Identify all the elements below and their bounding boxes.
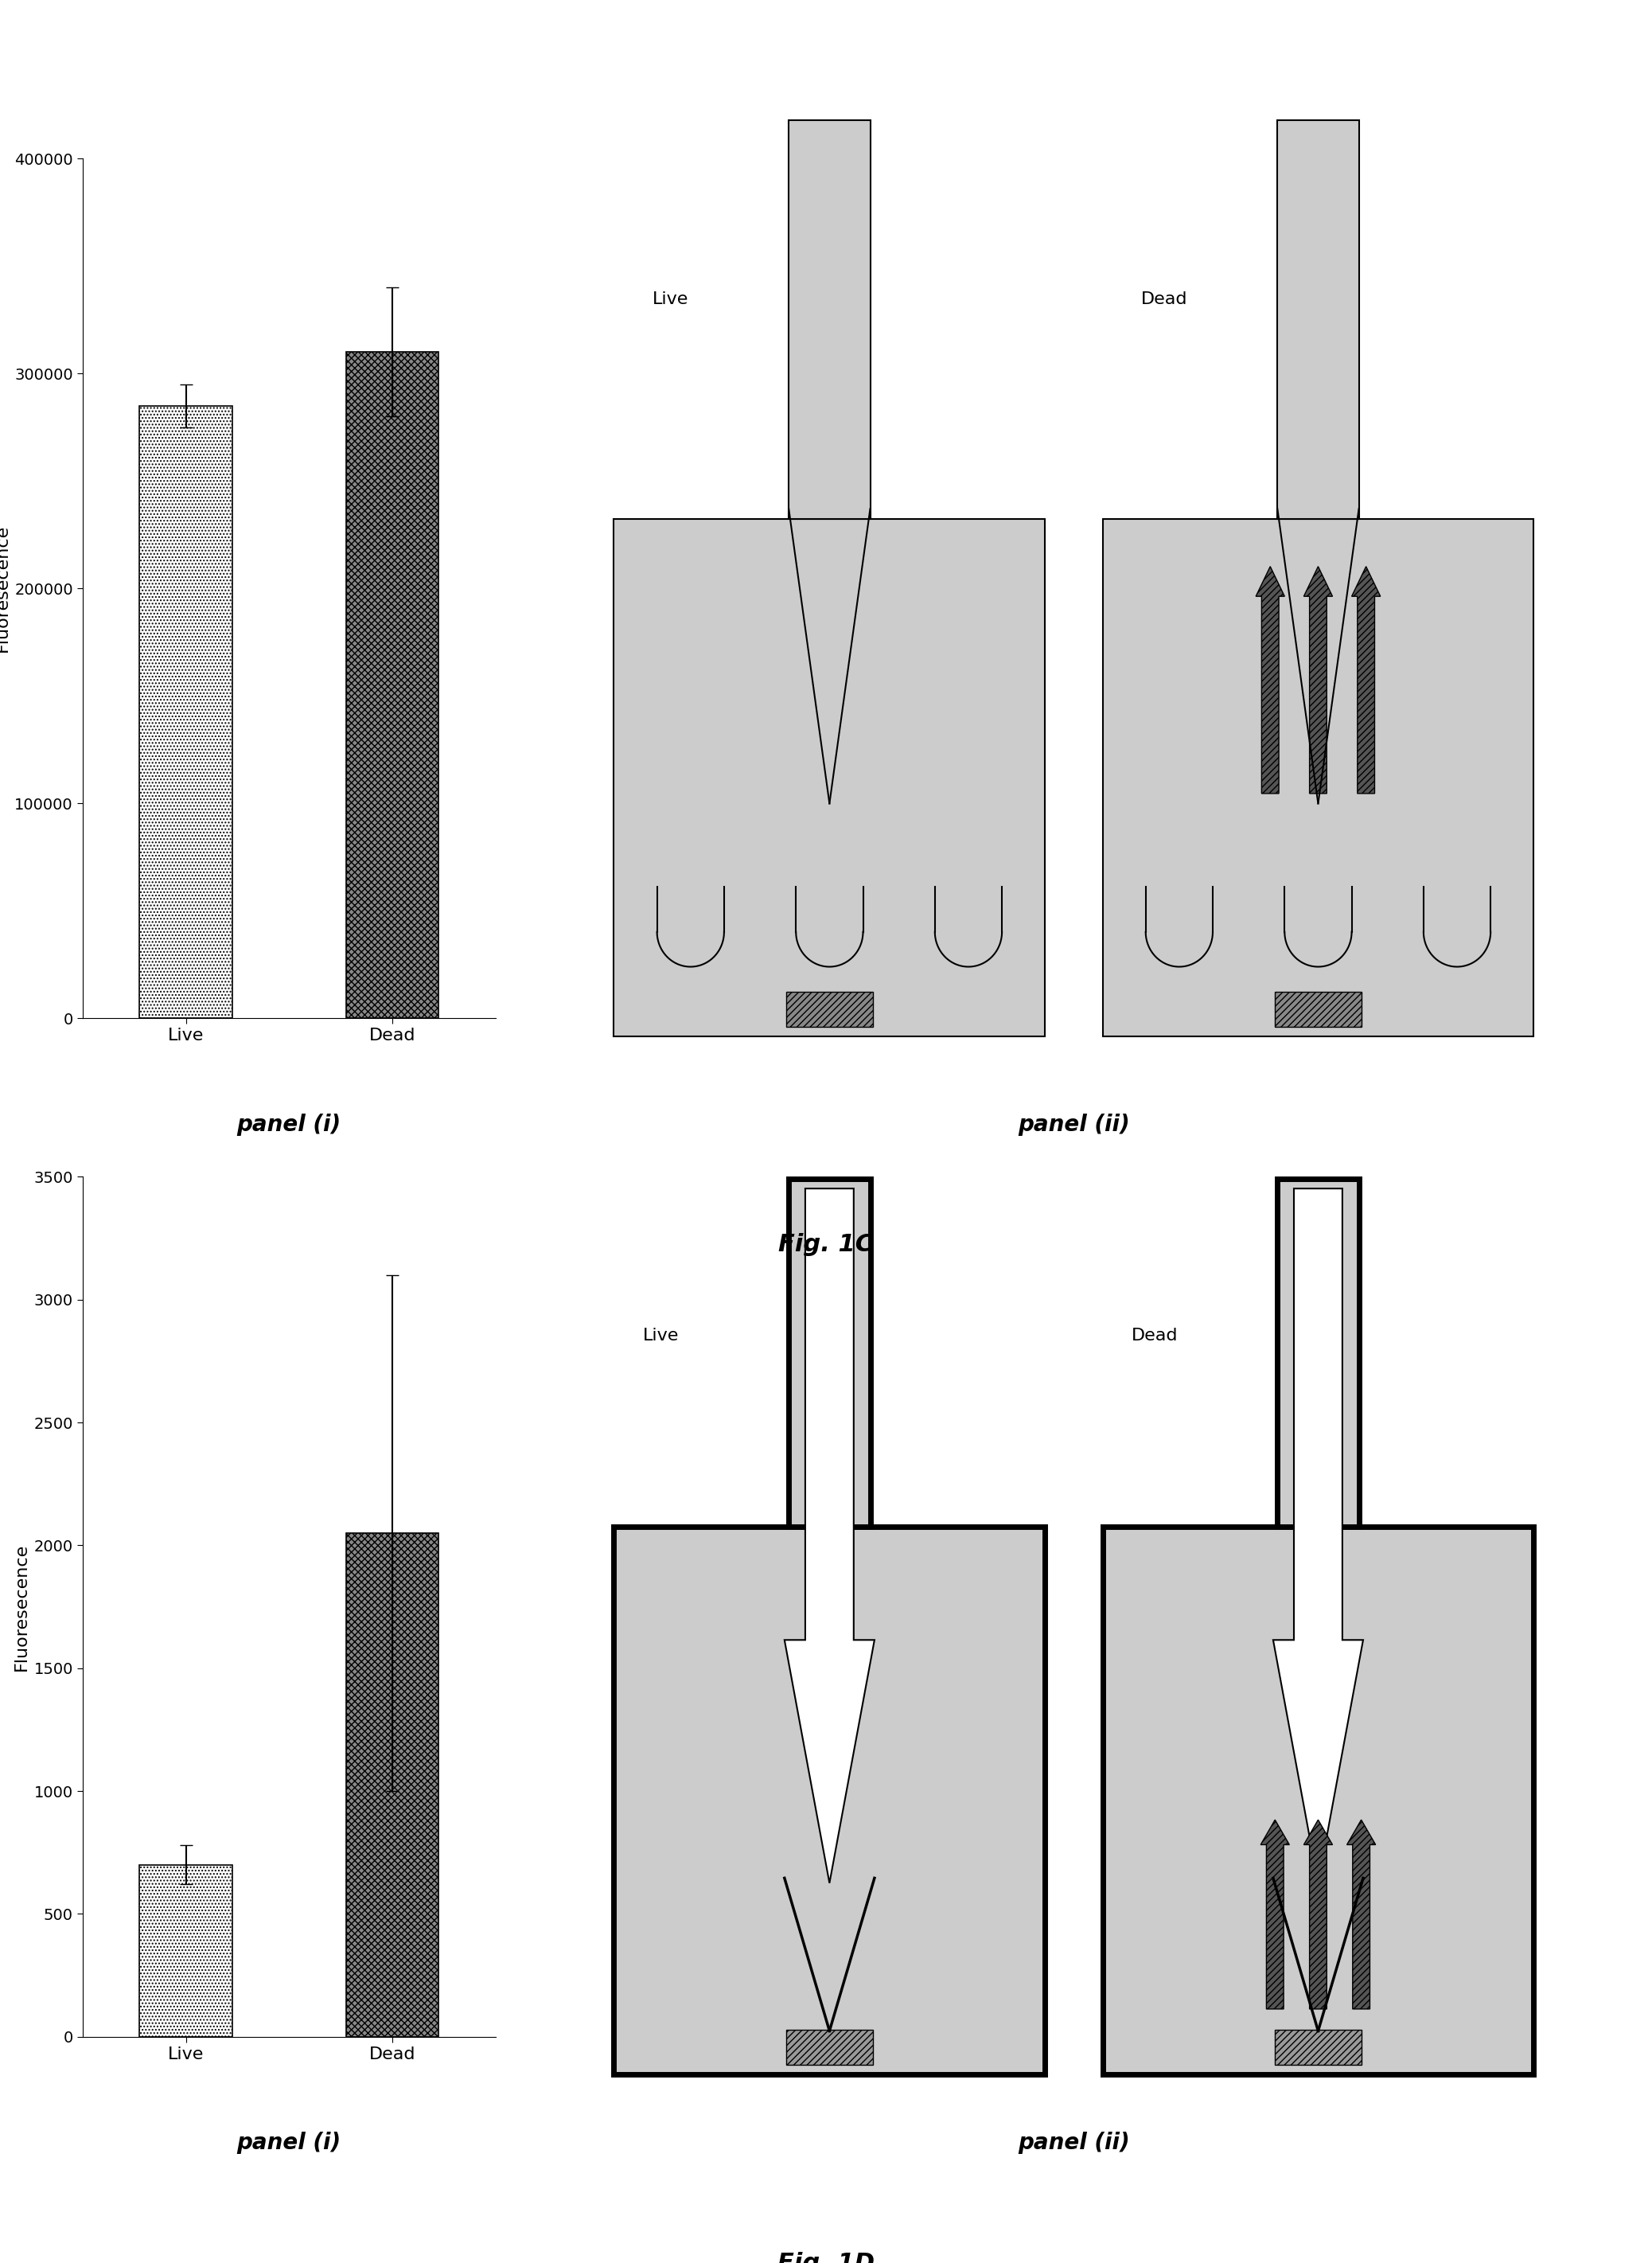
Bar (615, 1528, 1046, 2075)
Bar (139, 1865, 233, 2037)
Y-axis label: Fluoresecence: Fluoresecence (13, 1543, 30, 1670)
Text: Fig. 1C: Fig. 1C (778, 1233, 874, 1256)
Text: panel (i): panel (i) (236, 1113, 342, 1136)
Bar (1102, 1528, 1533, 2075)
FancyArrow shape (1256, 566, 1285, 794)
FancyArrow shape (785, 1188, 874, 1883)
Bar (1277, 1179, 1360, 1528)
Text: Dead: Dead (1142, 292, 1188, 308)
Bar (1275, 2030, 1361, 2064)
Bar (1102, 518, 1533, 1036)
Bar (786, 2030, 872, 2064)
Text: Dead: Dead (1132, 1328, 1178, 1344)
Bar (615, 518, 1046, 1036)
Bar (788, 120, 871, 518)
FancyArrow shape (1351, 566, 1381, 794)
Text: Fig. 1D: Fig. 1D (778, 2252, 874, 2263)
Bar (1275, 991, 1361, 1027)
Bar (345, 351, 439, 1018)
Text: panel (ii): panel (ii) (1018, 2132, 1130, 2154)
FancyArrow shape (1274, 1188, 1363, 1883)
Bar (788, 1179, 871, 1528)
FancyArrow shape (1303, 1819, 1333, 2010)
FancyArrow shape (1303, 566, 1333, 794)
Text: Live: Live (643, 1328, 679, 1344)
FancyArrow shape (1260, 1819, 1289, 2010)
FancyArrow shape (1346, 1819, 1376, 2010)
Bar (1277, 120, 1360, 518)
Bar (786, 991, 872, 1027)
Text: panel (i): panel (i) (236, 2132, 342, 2154)
Bar (345, 1532, 439, 2037)
Bar (139, 405, 233, 1018)
Text: panel (ii): panel (ii) (1018, 1113, 1130, 1136)
Text: Live: Live (653, 292, 689, 308)
Y-axis label: Fluoresecence: Fluoresecence (0, 525, 10, 652)
